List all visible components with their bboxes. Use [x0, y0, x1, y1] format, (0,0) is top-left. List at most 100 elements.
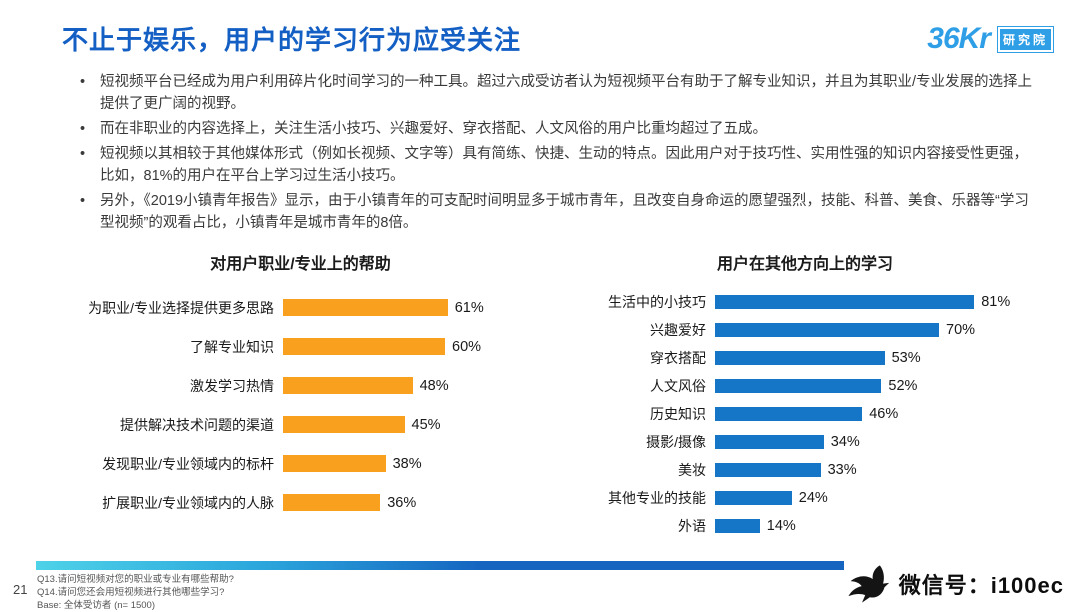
brand-logo: 36Kr 研究院: [927, 22, 1054, 56]
bar-category-label: 生活中的小技巧: [608, 294, 706, 311]
summary-bullets: 短视频平台已经成为用户利用碎片化时间学习的一种工具。超过六成受访者认为短视频平台…: [78, 71, 1042, 234]
chart-title: 对用户职业/专业上的帮助: [210, 256, 391, 274]
chart-row: 生活中的小技巧 81%: [575, 288, 1035, 316]
bar: [715, 407, 863, 422]
bar-value-label: 33%: [827, 462, 857, 479]
bar-category-label: 扩展职业/专业领域内的人脉: [102, 494, 274, 511]
bar-track: 14%: [715, 518, 1035, 534]
bar: [283, 494, 381, 512]
bar: [283, 455, 386, 473]
bar-value-label: 46%: [869, 406, 899, 423]
bar-category-label: 人文风俗: [650, 378, 706, 395]
chart-row: 美妆 33%: [575, 456, 1035, 484]
bar-value-label: 60%: [452, 338, 482, 355]
bar-value-label: 48%: [419, 377, 449, 394]
bullet-item: 短视频平台已经成为用户利用碎片化时间学习的一种工具。超过六成受访者认为短视频平台…: [78, 71, 1042, 115]
slide-footer: 21 Q13.请问短视频对您的职业或专业有哪些帮助? Q14.请问您还会用短视频…: [0, 558, 1080, 611]
bar-value-label: 45%: [411, 416, 441, 433]
chart-row: 人文风俗 52%: [575, 372, 1035, 400]
chart-row: 兴趣爱好 70%: [575, 316, 1035, 344]
logo-sub-badge: 研究院: [996, 25, 1054, 53]
bar-track: 38%: [283, 455, 553, 473]
bar-value-label: 14%: [766, 518, 796, 535]
wechat-watermark: 微信号：i100ec: [844, 564, 1064, 604]
bar-track: 52%: [715, 378, 1035, 394]
chart-row: 其他专业的技能 24%: [575, 484, 1035, 512]
bar: [715, 351, 885, 366]
chart-other-learning: 用户在其他方向上的学习 生活中的小技巧 81% 兴趣爱好 70% 穿衣搭配 53% 人文风俗…: [575, 250, 1035, 540]
bar: [715, 491, 792, 506]
chart-row: 发现职业/专业领域内的标杆 38%: [48, 444, 553, 483]
bar-track: 48%: [283, 377, 553, 395]
chart-row: 穿衣搭配 53%: [575, 344, 1035, 372]
bar-value-label: 36%: [387, 494, 417, 511]
page-title: 不止于娱乐，用户的学习行为应受关注: [62, 25, 522, 55]
bar: [715, 519, 760, 534]
bar-category-label: 激发学习热情: [190, 377, 274, 394]
footnote: Q13.请问短视频对您的职业或专业有哪些帮助?: [37, 574, 234, 585]
bird-icon: [848, 565, 889, 603]
bar-category-label: 提供解决技术问题的渠道: [120, 416, 274, 433]
bar-category-label: 历史知识: [650, 406, 706, 423]
bar-value-label: 24%: [798, 490, 828, 507]
bar-category-label: 发现职业/专业领域内的标杆: [102, 455, 274, 472]
chart-rows: 生活中的小技巧 81% 兴趣爱好 70% 穿衣搭配 53% 人文风俗 52% 历史知识 46% 摄影…: [575, 288, 1035, 540]
bar-track: 61%: [283, 299, 553, 317]
bar-track: 53%: [715, 350, 1035, 366]
footer-accent-bar: [36, 561, 844, 570]
chart-row: 历史知识 46%: [575, 400, 1035, 428]
bar-track: 36%: [283, 494, 553, 512]
bar: [715, 463, 821, 478]
bar-track: 81%: [715, 294, 1035, 310]
bar-category-label: 美妆: [678, 462, 706, 479]
bar-value-label: 53%: [891, 350, 921, 367]
chart-title: 用户在其他方向上的学习: [716, 256, 893, 274]
bar-category-label: 外语: [678, 518, 706, 535]
wechat-id-text: 微信号：i100ec: [898, 573, 1064, 598]
bar: [715, 379, 882, 394]
bar: [715, 435, 824, 450]
footnotes: Q13.请问短视频对您的职业或专业有哪些帮助? Q14.请问您还会用短视频进行其…: [37, 574, 234, 612]
bar-category-label: 穿衣搭配: [650, 350, 706, 367]
bar-category-label: 其他专业的技能: [608, 490, 706, 507]
bar-value-label: 34%: [830, 434, 860, 451]
logo-brand-text: 36Kr: [927, 22, 991, 55]
bar-category-label: 了解专业知识: [190, 338, 274, 355]
bar-track: 45%: [283, 416, 553, 434]
bar-track: 60%: [283, 338, 553, 356]
bar: [283, 338, 445, 356]
bar-value-label: 81%: [981, 294, 1011, 311]
chart-row: 了解专业知识 60%: [48, 327, 553, 366]
footnote: Base: 全体受访者 (n= 1500): [37, 599, 156, 611]
slide-header: 不止于娱乐，用户的学习行为应受关注 36Kr 研究院: [0, 0, 1080, 57]
page-number: 21: [13, 582, 28, 597]
bar-value-label: 52%: [888, 378, 918, 395]
bar-track: 46%: [715, 406, 1035, 422]
bullet-item: 而在非职业的内容选择上，关注生活小技巧、兴趣爱好、穿衣搭配、人文风俗的用户比重均…: [78, 118, 1042, 140]
chart-row: 为职业/专业选择提供更多思路 61%: [48, 288, 553, 327]
bar-value-label: 70%: [946, 322, 976, 339]
bar: [715, 295, 975, 310]
chart-row: 外语 14%: [575, 512, 1035, 540]
bar-category-label: 为职业/专业选择提供更多思路: [88, 299, 274, 316]
chart-row: 激发学习热情 48%: [48, 366, 553, 405]
bar-value-label: 38%: [392, 455, 422, 472]
bar: [715, 323, 939, 338]
chart-career-help: 对用户职业/专业上的帮助 为职业/专业选择提供更多思路 61% 了解专业知识 60% 激…: [48, 250, 553, 540]
bar-category-label: 摄影/摄像: [646, 434, 706, 451]
chart-row: 扩展职业/专业领域内的人脉 36%: [48, 483, 553, 522]
bullet-item: 另外，《2019小镇青年报告》显示，由于小镇青年的可支配时间明显多于城市青年，且…: [78, 190, 1042, 234]
bar: [283, 416, 405, 434]
bar: [283, 377, 413, 395]
bullet-item: 短视频以其相较于其他媒体形式（例如长视频、文字等）具有简练、快捷、生动的特点。因…: [78, 143, 1042, 187]
bar-category-label: 兴趣爱好: [650, 322, 706, 339]
chart-row: 提供解决技术问题的渠道 45%: [48, 405, 553, 444]
bar-track: 24%: [715, 490, 1035, 506]
footnote: Q14.请问您还会用短视频进行其他哪些学习?: [37, 586, 225, 598]
bar: [283, 299, 448, 317]
bar-track: 33%: [715, 462, 1035, 478]
bar-track: 70%: [715, 322, 1035, 338]
bar-track: 34%: [715, 434, 1035, 450]
chart-row: 摄影/摄像 34%: [575, 428, 1035, 456]
